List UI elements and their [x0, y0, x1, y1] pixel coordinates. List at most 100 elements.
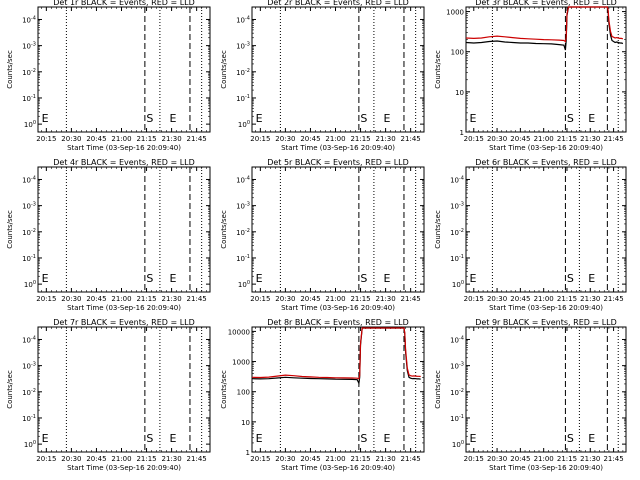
- x-tick-label: 20:30: [61, 295, 81, 303]
- panel-title: Det 9r BLACK = Events, RED = LLD: [475, 318, 617, 327]
- x-tick-label: 21:15: [557, 135, 577, 143]
- y-tick-label: 10-4: [450, 175, 464, 184]
- start-edge-E-marker: E: [42, 272, 49, 285]
- x-axis-label: Start Time (03-Sep-16 20:09:40): [281, 464, 395, 472]
- x-tick-label: 20:45: [510, 455, 530, 463]
- panel-det-2r: Det 2r BLACK = Events, RED = LLD 100 10-1 1…: [220, 0, 425, 152]
- start-edge-E-marker: E: [42, 112, 49, 125]
- x-tick-label: 20:30: [275, 455, 295, 463]
- y-tick-label: 10-4: [236, 175, 250, 184]
- y-tick-label: 10-4: [236, 15, 250, 24]
- x-tick-label: 20:45: [300, 135, 320, 143]
- y-axis-label: Counts/sec: [6, 210, 14, 249]
- start-edge-E-marker: E: [470, 272, 477, 285]
- y-tick-label: 10-4: [22, 175, 36, 184]
- panel-det-7r: Det 7r BLACK = Events, RED = LLD 100 10-1 1…: [6, 318, 211, 472]
- y-tick-label: 10-1: [236, 94, 250, 103]
- x-tick-label: 20:30: [275, 135, 295, 143]
- x-axis-label: Start Time (03-Sep-16 20:09:40): [281, 144, 395, 152]
- plot-frame: [465, 166, 627, 293]
- plot-frame: [37, 326, 211, 453]
- y-tick-label: 10-3: [450, 202, 464, 211]
- x-tick-label: 21:00: [534, 295, 554, 303]
- x-tick-label: 21:00: [111, 295, 131, 303]
- S-marker: S: [146, 432, 153, 445]
- S-marker: S: [146, 272, 153, 285]
- panel-det-9r: Det 9r BLACK = Events, RED = LLD 100 10-1 1…: [434, 318, 627, 472]
- y-tick-label: 10-2: [236, 68, 250, 77]
- x-tick-label: 21:15: [136, 455, 156, 463]
- x-tick-label: 21:15: [557, 295, 577, 303]
- x-tick-label: 21:00: [111, 455, 131, 463]
- x-tick-label: 20:30: [61, 135, 81, 143]
- y-tick-label: 100: [451, 49, 464, 57]
- panel-det-8r: Det 8r BLACK = Events, RED = LLD 1 10 100 10…: [220, 318, 425, 472]
- y-tick-label: 10-4: [22, 15, 36, 24]
- start-edge-E-marker: E: [42, 432, 49, 445]
- y-axis-label: Counts/sec: [220, 50, 228, 89]
- y-tick-label: 1: [246, 449, 250, 457]
- panel-title: Det 3r BLACK = Events, RED = LLD: [475, 0, 617, 7]
- start-edge-E-marker: E: [256, 112, 263, 125]
- x-tick-label: 20:45: [86, 295, 106, 303]
- y-tick-label: 100: [238, 280, 250, 289]
- x-tick-label: 20:45: [510, 135, 530, 143]
- x-tick-label: 20:15: [36, 295, 56, 303]
- y-tick-label: 100: [24, 440, 36, 449]
- y-tick-label: 10-1: [450, 254, 464, 263]
- y-axis-label: Counts/sec: [220, 210, 228, 249]
- x-tick-label: 21:45: [603, 455, 623, 463]
- y-tick-label: 10-2: [450, 388, 464, 397]
- x-tick-label: 20:45: [510, 295, 530, 303]
- x-tick-label: 20:15: [250, 135, 270, 143]
- E-marker: E: [383, 272, 390, 285]
- E-marker: E: [383, 112, 390, 125]
- series-line-lld: [465, 6, 624, 43]
- panel-det-6r: Det 6r BLACK = Events, RED = LLD 100 10-1 1…: [434, 158, 627, 312]
- y-tick-label: 1: [460, 129, 464, 137]
- y-tick-label: 1000: [232, 359, 250, 367]
- panel-det-1r: Det 1r BLACK = Events, RED = LLD 100 10-1 1…: [6, 0, 211, 152]
- y-tick-label: 10-1: [22, 414, 36, 423]
- y-tick-label: 100: [238, 120, 250, 129]
- panel-title: Det 5r BLACK = Events, RED = LLD: [267, 158, 409, 167]
- y-axis-label: Counts/sec: [6, 370, 14, 409]
- x-tick-label: 20:15: [464, 295, 484, 303]
- y-tick-label: 10-4: [450, 335, 464, 344]
- y-tick-label: 100: [237, 389, 250, 397]
- x-tick-label: 21:00: [325, 295, 345, 303]
- x-axis-label: Start Time (03-Sep-16 20:09:40): [281, 304, 395, 312]
- x-tick-label: 21:15: [136, 135, 156, 143]
- y-tick-label: 10-2: [22, 68, 36, 77]
- x-axis-label: Start Time (03-Sep-16 20:09:40): [489, 464, 603, 472]
- y-tick-label: 10-3: [22, 362, 36, 371]
- panel-det-5r: Det 5r BLACK = Events, RED = LLD 100 10-1 1…: [220, 158, 425, 312]
- x-tick-label: 21:45: [401, 455, 421, 463]
- x-tick-label: 21:30: [580, 455, 600, 463]
- y-tick-label: 100: [24, 120, 36, 129]
- x-tick-label: 21:45: [401, 295, 421, 303]
- panel-det-4r: Det 4r BLACK = Events, RED = LLD 100 10-1 1…: [6, 158, 211, 312]
- x-tick-label: 20:45: [300, 455, 320, 463]
- x-tick-label: 20:15: [464, 455, 484, 463]
- x-axis-label: Start Time (03-Sep-16 20:09:40): [67, 304, 181, 312]
- x-tick-label: 21:30: [375, 455, 395, 463]
- panel-det-3r: Det 3r BLACK = Events, RED = LLD 1 10 100 10…: [434, 0, 627, 152]
- x-tick-label: 21:30: [375, 135, 395, 143]
- y-tick-label: 10-1: [22, 94, 36, 103]
- x-tick-label: 21:00: [534, 455, 554, 463]
- E-marker: E: [588, 432, 595, 445]
- y-axis-label: Counts/sec: [434, 50, 442, 89]
- x-tick-label: 20:30: [487, 295, 507, 303]
- y-tick-label: 10-3: [236, 42, 250, 51]
- plot-frame: [465, 6, 627, 133]
- y-tick-label: 100: [452, 280, 464, 289]
- plot-frame: [37, 6, 211, 133]
- x-tick-label: 20:30: [487, 455, 507, 463]
- x-tick-label: 20:45: [300, 295, 320, 303]
- x-tick-label: 21:45: [187, 135, 207, 143]
- x-tick-label: 21:15: [350, 295, 370, 303]
- x-tick-label: 20:30: [487, 135, 507, 143]
- x-axis-label: Start Time (03-Sep-16 20:09:40): [67, 464, 181, 472]
- plot-frame: [251, 326, 425, 453]
